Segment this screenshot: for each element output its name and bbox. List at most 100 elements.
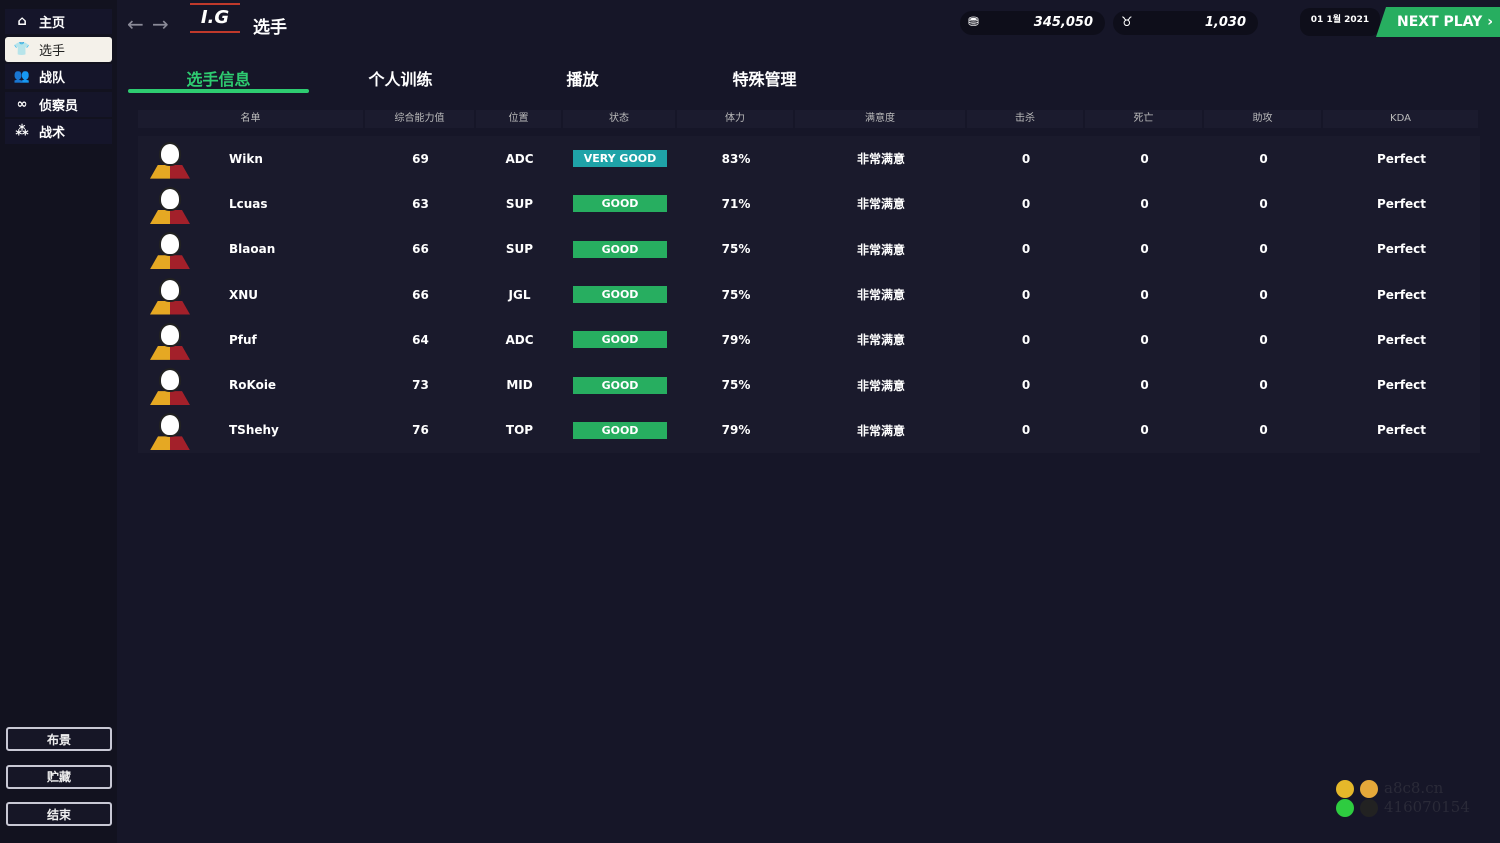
player-name: Wikn (229, 151, 263, 166)
position: ADC (505, 151, 534, 166)
storage-button[interactable]: 贮藏 (6, 764, 112, 789)
team-icon: 👥 (13, 69, 31, 84)
watermark-site: a8c8.cn (1384, 779, 1444, 797)
home-icon: ⌂ (17, 14, 27, 29)
stamina: 75% (721, 242, 751, 257)
status-badge: GOOD (573, 240, 667, 258)
binoculars-icon: ∞ (16, 96, 28, 112)
tab-play[interactable]: 播放 (566, 70, 599, 89)
kills: 0 (1021, 423, 1031, 438)
overall-rating: 73 (412, 378, 429, 393)
tab-player-info[interactable]: 选手信息 (186, 70, 251, 89)
satisfaction: 非常满意 (856, 242, 905, 257)
sidebar-item-scouts[interactable]: ∞ 侦察员 (5, 91, 112, 117)
scenery-button[interactable]: 布景 (6, 727, 112, 751)
position: ADC (505, 332, 534, 347)
assists: 0 (1259, 378, 1268, 393)
position: TOP (505, 423, 534, 438)
column-header[interactable]: 综合能力值 (365, 110, 474, 128)
player-cell: Blaoan (138, 229, 365, 270)
sidebar-item-label: 战术 (39, 126, 66, 141)
satisfaction: 非常满意 (856, 152, 905, 167)
column-header[interactable]: 名单 (138, 110, 363, 128)
kills: 0 (1021, 151, 1031, 166)
column-header[interactable]: 体力 (677, 110, 793, 128)
coins-icon: ⛃ (968, 15, 979, 30)
status-cell: GOOD (563, 421, 677, 439)
stamina: 75% (721, 378, 751, 393)
back-arrow-icon[interactable]: ← (127, 12, 144, 36)
tab-special-management[interactable]: 特殊管理 (732, 70, 797, 89)
money-value: 345,050 (1033, 15, 1093, 30)
overall-rating: 64 (412, 332, 429, 347)
stamina: 71% (721, 196, 751, 211)
sidebar-item-label: 侦察员 (39, 98, 79, 114)
assists: 0 (1259, 332, 1268, 347)
status-badge: GOOD (573, 286, 667, 304)
sidebar-item-label: 战队 (39, 71, 66, 86)
qq-icon (1360, 799, 1378, 817)
table-row[interactable]: Pfuf 64 ADC GOOD 79% 非常满意 0 0 0 Perfect (138, 317, 1480, 362)
deaths: 0 (1140, 287, 1149, 302)
column-header[interactable]: 状态 (563, 110, 675, 128)
table-row[interactable]: RoKoie 73 MID GOOD 75% 非常满意 0 0 0 Perfect (138, 362, 1480, 407)
column-header[interactable]: 死亡 (1085, 110, 1202, 128)
player-name: XNU (229, 287, 259, 302)
sidebar-item-team[interactable]: 👥 战队 (5, 64, 112, 89)
active-tab-underline (128, 89, 309, 93)
status-cell: GOOD (563, 331, 677, 349)
next-play-button[interactable]: NEXT PLAY › (1376, 7, 1500, 37)
watermark-qq: 416070154 (1384, 798, 1470, 816)
sidebar-item-home[interactable]: ⌂ 主页 (5, 9, 112, 34)
player-name: Pfuf (229, 332, 257, 347)
table-row[interactable]: TShehy 76 TOP GOOD 79% 非常满意 0 0 0 Perfect (138, 408, 1480, 453)
sidebar-item-tactics[interactable]: ⁂ 战术 (5, 119, 112, 144)
assists: 0 (1259, 196, 1268, 211)
sidebar-item-label: 选手 (39, 43, 66, 59)
overall-rating: 76 (412, 423, 429, 438)
player-table: 名单 综合能力值 位置 状态 体力 满意度 击杀 死亡 助攻 KDA Wikn 69 ADC VERY … (138, 110, 1480, 454)
forward-arrow-icon[interactable]: → (152, 12, 169, 36)
position: SUP (505, 196, 534, 211)
player-avatar (150, 275, 190, 315)
table-row[interactable]: Wikn 69 ADC VERY GOOD 83% 非常满意 0 0 0 Perfect (138, 136, 1480, 181)
player-avatar (150, 320, 190, 360)
kills: 0 (1021, 242, 1031, 257)
satisfaction: 非常满意 (856, 333, 905, 348)
deaths: 0 (1140, 151, 1149, 166)
player-name: Lcuas (229, 196, 268, 211)
table-row[interactable]: Lcuas 63 SUP GOOD 71% 非常满意 0 0 0 Perfect (138, 181, 1480, 226)
date-display: 01 1월 2021 (1300, 8, 1380, 36)
sidebar-item-players[interactable]: 👕 选手 (5, 36, 112, 62)
chevron-right-icon: › (1487, 14, 1493, 30)
stamina: 79% (721, 423, 751, 438)
column-header[interactable]: 满意度 (795, 110, 965, 128)
watermark-logo-icon (1336, 780, 1354, 798)
jersey-icon: 👕 (13, 41, 31, 57)
column-header[interactable]: 位置 (476, 110, 561, 128)
kills: 0 (1021, 378, 1031, 393)
watermark: a8c8.cn 416070154 (1336, 779, 1470, 817)
end-button[interactable]: 结束 (6, 802, 112, 826)
player-cell: RoKoie (138, 365, 365, 406)
status-cell: GOOD (563, 286, 677, 304)
deaths: 0 (1140, 378, 1149, 393)
table-header: 名单 综合能力值 位置 状态 体力 满意度 击杀 死亡 助攻 KDA (138, 110, 1480, 128)
table-row[interactable]: Blaoan 66 SUP GOOD 75% 非常满意 0 0 0 Perfect (138, 227, 1480, 272)
table-row[interactable]: XNU 66 JGL GOOD 75% 非常满意 0 0 0 Perfect (138, 272, 1480, 317)
column-header[interactable]: KDA (1323, 110, 1478, 128)
player-avatar (150, 184, 190, 224)
player-cell: TShehy (138, 410, 365, 451)
kills: 0 (1021, 332, 1031, 347)
next-play-label: NEXT PLAY (1397, 14, 1483, 30)
player-avatar (150, 139, 190, 179)
status-cell: GOOD (563, 376, 677, 394)
kda: Perfect (1376, 196, 1427, 211)
tab-personal-training[interactable]: 个人训练 (368, 70, 433, 89)
player-cell: XNU (138, 275, 365, 315)
top-bar: ← → (117, 0, 1500, 45)
column-header[interactable]: 助攻 (1204, 110, 1321, 128)
column-header[interactable]: 击杀 (967, 110, 1083, 128)
kda: Perfect (1376, 378, 1427, 393)
satisfaction: 非常满意 (856, 288, 905, 303)
